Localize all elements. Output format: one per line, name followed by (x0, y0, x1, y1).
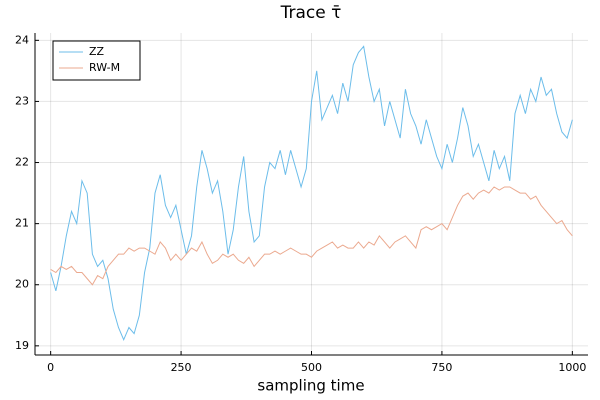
legend-label: RW-M (89, 61, 120, 74)
legend-box (52, 40, 141, 81)
y-tick-label: 24 (15, 33, 29, 46)
y-tick-label: 22 (15, 156, 29, 169)
series-line (50, 186, 573, 286)
x-tick-label: 500 (301, 361, 322, 374)
series-line (50, 45, 573, 341)
y-tick-label: 23 (15, 94, 29, 107)
x-axis-label: sampling time (257, 377, 364, 395)
y-tick-label: 20 (15, 278, 29, 291)
x-tick-label: 1000 (558, 361, 586, 374)
y-tick-label: 21 (15, 217, 29, 230)
x-tick-label: 750 (431, 361, 452, 374)
x-tick-label: 250 (171, 361, 192, 374)
chart-title: Trace τ̄ (280, 3, 342, 23)
y-tick-label: 19 (15, 339, 29, 352)
legend-label: ZZ (89, 45, 105, 58)
legend: ZZ RW-M (52, 40, 141, 81)
x-tick-label: 0 (47, 361, 54, 374)
